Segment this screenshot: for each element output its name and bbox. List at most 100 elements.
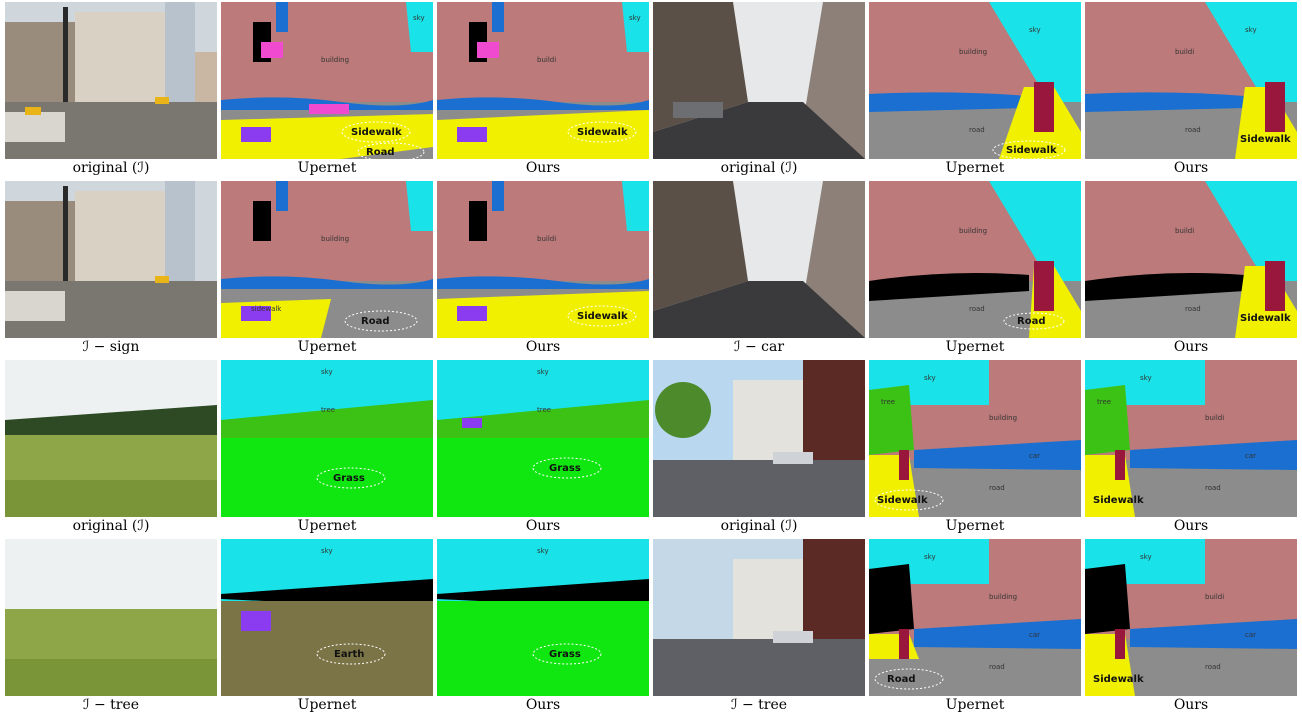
svg-text:sky: sky [413, 14, 425, 22]
r1c4-cell: original (ℐ) [653, 2, 865, 179]
tag-sidewalk: Sidewalk [1240, 134, 1291, 145]
seg-ours: Sidewalk buildi [437, 181, 649, 338]
r3c2-cell: Grass sky tree Upernet [221, 360, 433, 537]
svg-text:road: road [989, 663, 1005, 671]
r4c2-cell: Earth sky Upernet [221, 539, 433, 716]
caption: Upernet [297, 518, 357, 534]
svg-text:tree: tree [881, 398, 895, 406]
svg-text:road: road [1185, 126, 1201, 134]
tag-road: Road [361, 316, 389, 327]
svg-text:road: road [1205, 484, 1221, 492]
caption: ℐ − sign [82, 339, 140, 355]
svg-text:car: car [1245, 452, 1256, 460]
caption: Ours [525, 160, 561, 176]
svg-text:sky: sky [1029, 26, 1041, 34]
svg-text:buildi: buildi [1205, 593, 1224, 601]
seg-ours: Grass sky [437, 539, 649, 696]
caption: Ours [1173, 697, 1209, 713]
r3c5-cell: Sidewalk sky tree building car road Uper… [869, 360, 1081, 537]
photo-meadow [5, 360, 217, 517]
seg-ours: Sidewalk buildi road sky [1085, 2, 1297, 159]
r4c4-cell: ℐ − tree [653, 539, 865, 716]
photo-city-corner [5, 2, 217, 159]
tag-earth: Earth [334, 649, 364, 660]
seg-ours: Grass sky tree [437, 360, 649, 517]
caption: original (ℐ) [72, 518, 150, 534]
tag-sidewalk: Sidewalk [877, 495, 928, 506]
svg-text:buildi: buildi [1205, 414, 1224, 422]
svg-text:sky: sky [924, 374, 936, 382]
tag-road: Road [1017, 316, 1045, 327]
caption: ℐ − tree [730, 697, 788, 713]
seg-upernet: Road building road [869, 181, 1081, 338]
r2c6-cell: Sidewalk buildi road Ours [1085, 181, 1297, 358]
seg-upernet: Sidewalk Road building sky [221, 2, 433, 159]
svg-text:buildi: buildi [537, 235, 556, 243]
caption: Ours [525, 339, 561, 355]
svg-text:sky: sky [321, 368, 333, 376]
r2c3-cell: Sidewalk buildi Ours [437, 181, 649, 358]
svg-text:sky: sky [321, 547, 333, 555]
r3c4-cell: original (ℐ) [653, 360, 865, 537]
caption: Upernet [297, 339, 357, 355]
caption: ℐ − tree [82, 697, 140, 713]
caption: Ours [1173, 339, 1209, 355]
svg-text:sky: sky [1245, 26, 1257, 34]
seg-ours: Sidewalk sky buildi car road [1085, 539, 1297, 696]
caption: Upernet [297, 697, 357, 713]
svg-text:sky: sky [537, 368, 549, 376]
r1c2-cell: Sidewalk Road building sky Upernet [221, 2, 433, 179]
tag-sidewalk: Sidewalk [577, 311, 628, 322]
svg-text:road: road [1205, 663, 1221, 671]
r2c2-cell: Road building sidewalk Upernet [221, 181, 433, 358]
photo-narrow-street [653, 2, 865, 159]
photo-residential-street [653, 360, 865, 517]
tag-grass: Grass [549, 463, 581, 474]
photo-narrow-street-edited [653, 181, 865, 338]
svg-text:tree: tree [1097, 398, 1111, 406]
svg-text:sidewalk: sidewalk [251, 305, 282, 313]
r1c6-cell: Sidewalk buildi road sky Ours [1085, 2, 1297, 179]
tag-road: Road [366, 147, 394, 158]
caption: original (ℐ) [720, 160, 798, 176]
r2c5-cell: Road building road Upernet [869, 181, 1081, 358]
seg-ours: Sidewalk buildi sky [437, 2, 649, 159]
r2c1-cell: ℐ − sign [5, 181, 217, 358]
svg-text:sky: sky [924, 553, 936, 561]
svg-text:road: road [1185, 305, 1201, 313]
tag-sidewalk: Sidewalk [1006, 145, 1057, 156]
tag-sidewalk: Sidewalk [1093, 495, 1144, 506]
photo-city-corner-edited [5, 181, 217, 338]
svg-text:car: car [1029, 452, 1040, 460]
r1c1-cell: original (ℐ) [5, 2, 217, 179]
svg-text:building: building [959, 227, 987, 235]
tag-grass: Grass [549, 649, 581, 660]
svg-text:road: road [969, 126, 985, 134]
tag-sidewalk: Sidewalk [351, 127, 402, 138]
r4c6-cell: Sidewalk sky buildi car road Ours [1085, 539, 1297, 716]
caption: Upernet [945, 339, 1005, 355]
svg-text:sky: sky [537, 547, 549, 555]
svg-text:road: road [989, 484, 1005, 492]
seg-upernet: Road building sidewalk [221, 181, 433, 338]
photo-residential-street-edited [653, 539, 865, 696]
seg-upernet: Sidewalk building road sky [869, 2, 1081, 159]
r3c6-cell: Sidewalk sky tree buildi car road Ours [1085, 360, 1297, 537]
figure-grid: original (ℐ) Sidewalk Road building sky [5, 2, 1297, 718]
tag-grass: Grass [333, 473, 365, 484]
tag-road: Road [887, 674, 915, 685]
r3c3-cell: Grass sky tree Ours [437, 360, 649, 537]
caption: ℐ − car [733, 339, 785, 355]
svg-text:building: building [989, 593, 1017, 601]
caption: original (ℐ) [720, 518, 798, 534]
caption: Upernet [297, 160, 357, 176]
r2c4-cell: ℐ − car [653, 181, 865, 358]
r1c5-cell: Sidewalk building road sky Upernet [869, 2, 1081, 179]
svg-text:tree: tree [321, 406, 335, 414]
r4c3-cell: Grass sky Ours [437, 539, 649, 716]
r3c1-cell: original (ℐ) [5, 360, 217, 537]
svg-text:sky: sky [629, 14, 641, 22]
tag-sidewalk: Sidewalk [1240, 313, 1291, 324]
svg-text:buildi: buildi [537, 56, 556, 64]
seg-upernet: Grass sky tree [221, 360, 433, 517]
